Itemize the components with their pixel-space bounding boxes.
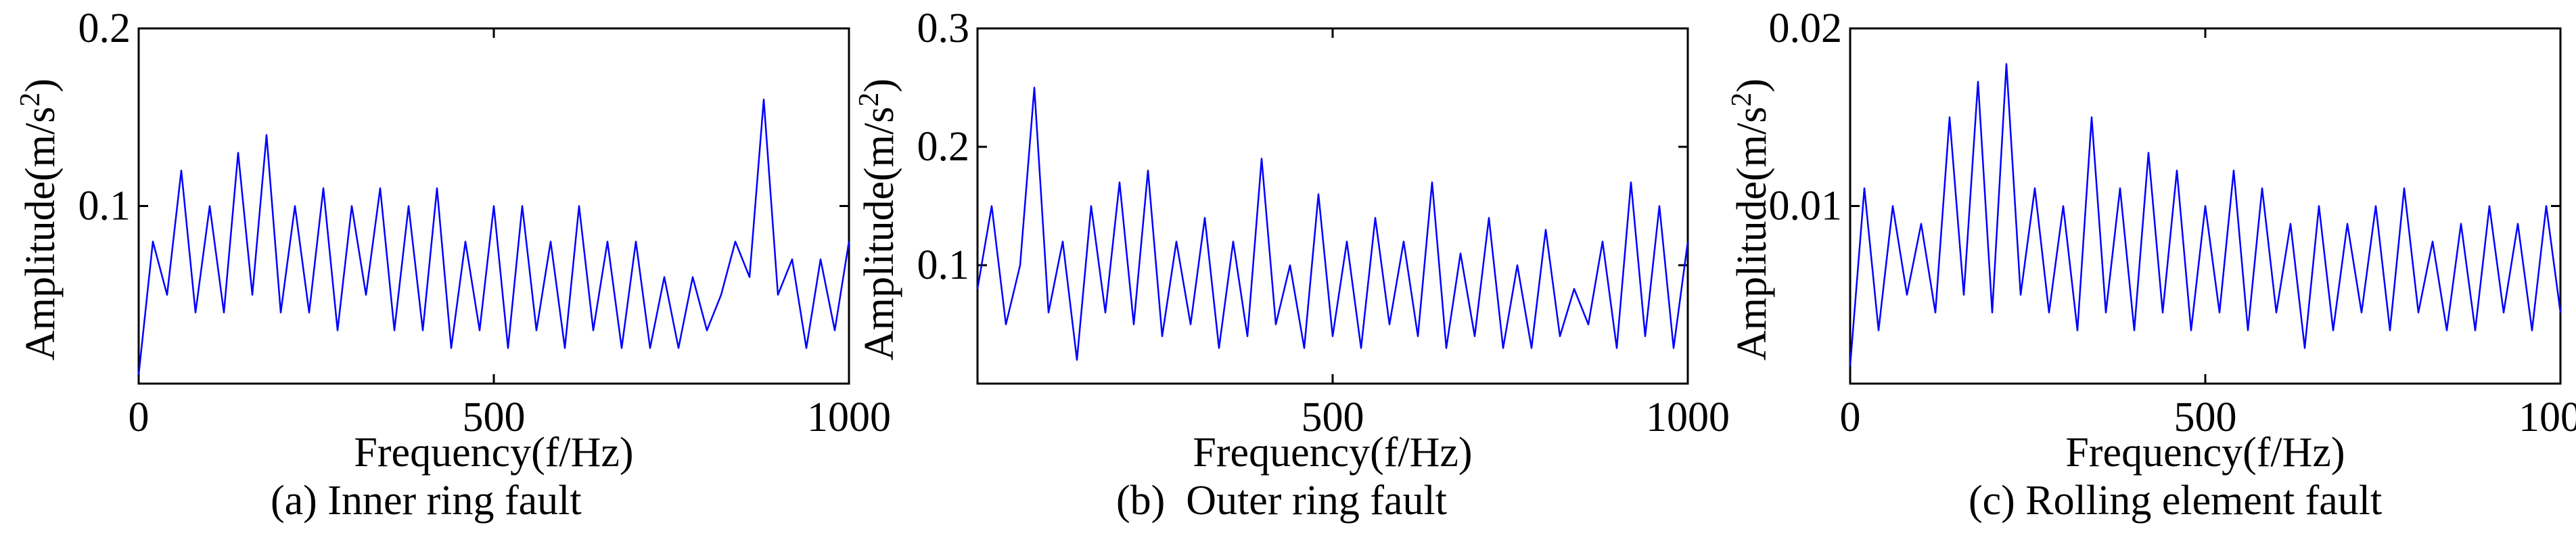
y-tick-label: 0.1: [917, 242, 970, 288]
x-tick-label: 1000: [1646, 394, 1730, 440]
x-axis-label: Frequency(f/Hz): [2065, 430, 2345, 476]
x-tick-label: 1000: [807, 394, 891, 440]
chart-panel-0: 0 500 1000 0.1 0.2 Frequency(f/Hz) Amplitude(m…: [15, 5, 891, 476]
caption-c: (c) Rolling element fault: [1969, 478, 2383, 524]
y-axis-label: Amplitude(m/s2): [1726, 78, 1775, 361]
x-tick-label: 0: [129, 394, 150, 440]
x-axis-label: Frequency(f/Hz): [1193, 430, 1472, 476]
y-tick-label: 0.2: [917, 124, 970, 170]
x-tick-label: 500: [1302, 394, 1364, 440]
chart-panel-1: 500 1000 0.1 0.2 0.3 Frequency(f/Hz) Amplitude…: [854, 5, 1730, 476]
y-tick-label: 0.2: [78, 5, 131, 51]
x-tick-label: 500: [463, 394, 526, 440]
y-tick-label: 0.3: [917, 5, 970, 51]
x-tick-label: 0: [1840, 394, 1861, 440]
x-tick-label: 500: [2174, 394, 2237, 440]
caption-a: (a) Inner ring fault: [271, 478, 582, 524]
y-axis-label: Amplitude(m/s2): [854, 78, 902, 361]
series-line: [1849, 63, 2562, 366]
y-tick-label: 0.01: [1769, 183, 1843, 229]
y-axis-label: Amplitude(m/s2): [15, 78, 64, 361]
x-tick-label: 1000: [2518, 394, 2576, 440]
chart-panel-2: 0 500 1000 0.01 0.02 Frequency(f/Hz) Amplitude…: [1726, 5, 2576, 476]
x-axis-label: Frequency(f/Hz): [354, 430, 633, 476]
caption-b: (b) Outer ring fault: [1116, 478, 1447, 524]
y-tick-label: 0.1: [78, 183, 131, 229]
y-tick-label: 0.02: [1769, 5, 1843, 51]
series-line: [137, 98, 850, 375]
series-line: [976, 87, 1689, 361]
